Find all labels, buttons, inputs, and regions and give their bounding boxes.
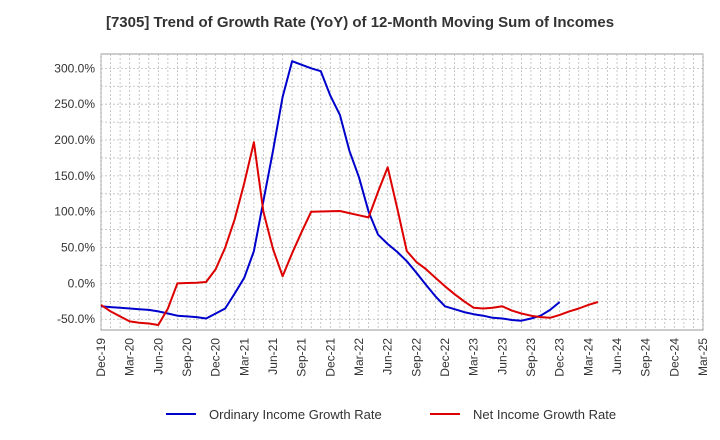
x-tick-label: Sep-20: [180, 338, 194, 377]
x-tick-label: Mar-20: [123, 338, 137, 376]
x-tick-label: Mar-23: [467, 338, 481, 376]
x-tick-label: Sep-22: [409, 338, 423, 377]
y-tick-label: 150.0%: [54, 169, 95, 183]
x-tick-label: Dec-19: [94, 338, 108, 377]
x-tick-label: Sep-23: [524, 338, 538, 377]
chart-title: [7305] Trend of Growth Rate (YoY) of 12-…: [105, 14, 615, 31]
x-tick-label: Jun-20: [151, 338, 165, 375]
series-line-2: [100, 141, 599, 326]
legend-label-2: Net Income Growth Rate: [473, 407, 616, 422]
y-tick-label: 300.0%: [54, 61, 95, 75]
plot-area: [100, 53, 704, 331]
y-tick-label: 100.0%: [54, 205, 95, 219]
x-tick-label: Jun-23: [495, 338, 509, 375]
y-tick-label: 0.0%: [68, 276, 96, 290]
x-tick-label: Dec-24: [667, 338, 681, 377]
y-tick-label: 250.0%: [54, 97, 95, 111]
x-tick-label: Dec-20: [209, 338, 223, 377]
x-tick-label: Sep-21: [295, 338, 309, 377]
x-tick-label: Mar-22: [352, 338, 366, 376]
x-tick-label: Mar-21: [237, 338, 251, 376]
series-line-1: [100, 60, 561, 322]
x-tick-label: Jun-24: [610, 338, 624, 375]
x-tick-label: Mar-25: [696, 338, 710, 376]
x-tick-label: Mar-24: [581, 338, 595, 376]
legend-label-1: Ordinary Income Growth Rate: [209, 407, 382, 422]
x-tick-label: Dec-22: [438, 338, 452, 377]
y-tick-label: 200.0%: [54, 133, 95, 147]
x-tick-label: Jun-22: [381, 338, 395, 375]
x-tick-label: Sep-24: [639, 338, 653, 377]
x-tick-label: Jun-21: [266, 338, 280, 375]
y-tick-label: 50.0%: [61, 241, 95, 255]
x-tick-label: Dec-23: [553, 338, 567, 377]
x-tick-label: Dec-21: [323, 338, 337, 377]
y-tick-label: -50.0%: [57, 312, 95, 326]
